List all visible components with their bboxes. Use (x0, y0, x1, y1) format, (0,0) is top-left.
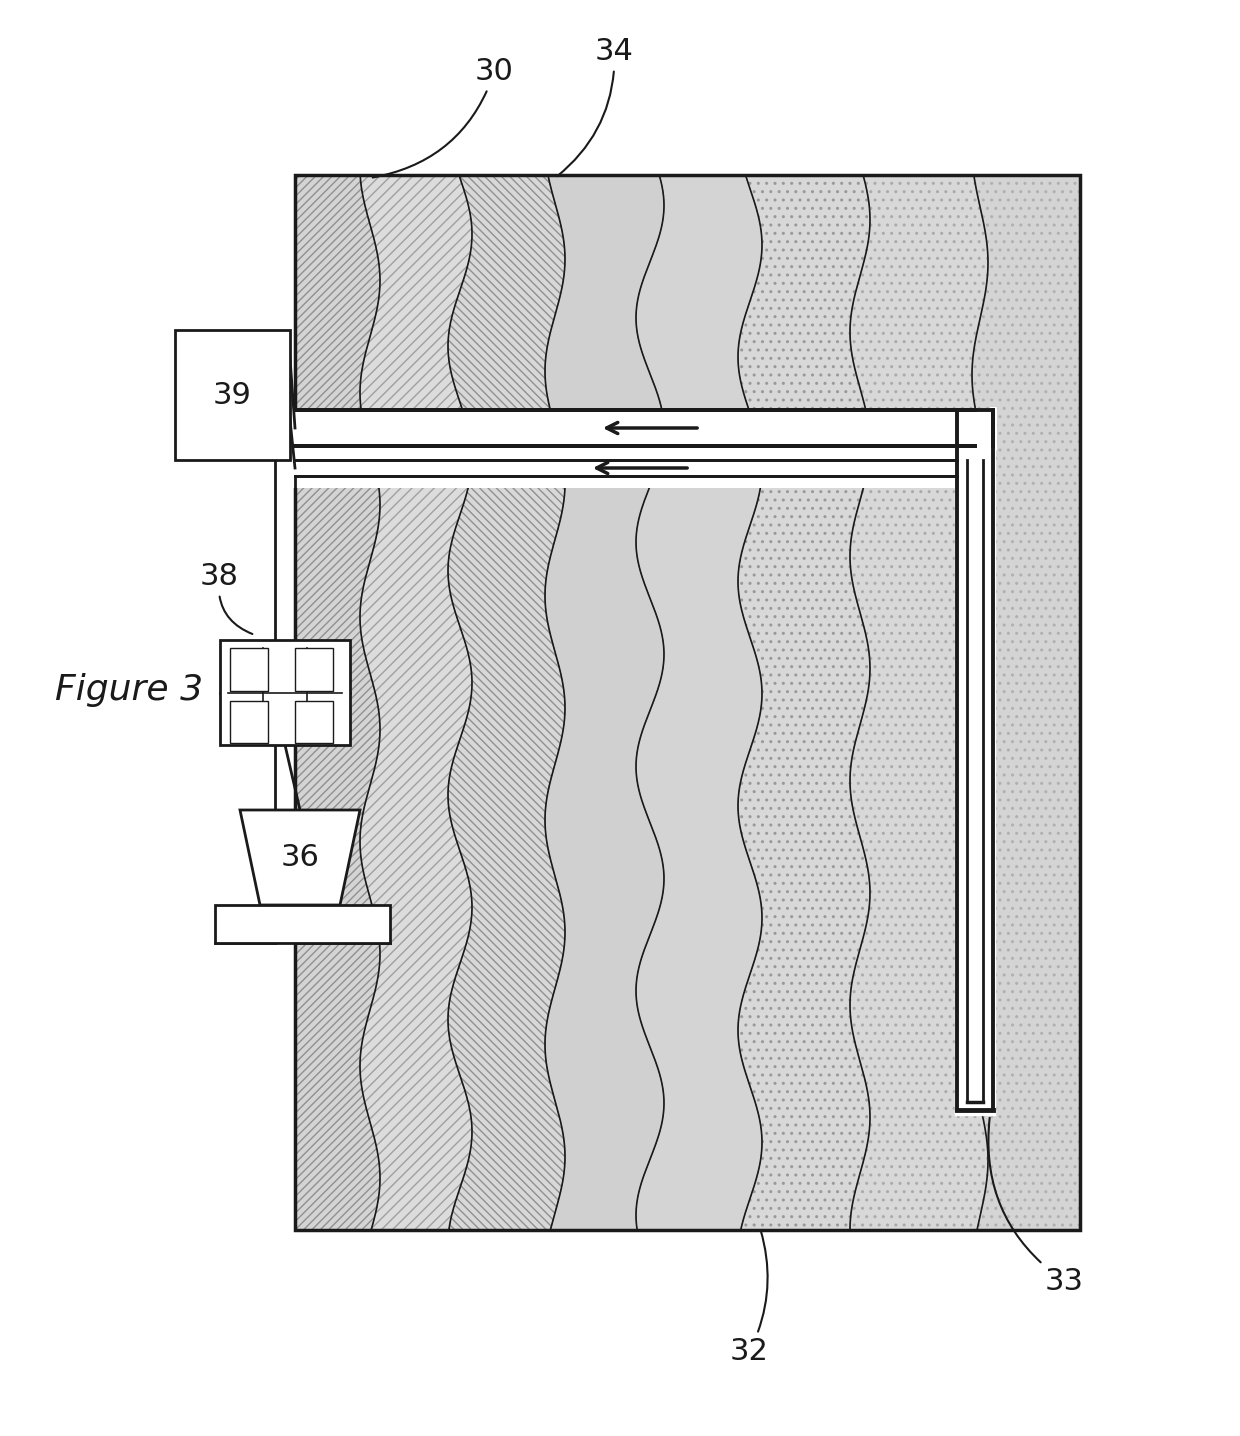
Bar (295, 648, 334, 691)
Polygon shape (849, 175, 988, 1231)
Text: 33: 33 (988, 1117, 1084, 1297)
Bar (295, 701, 334, 742)
Text: 36: 36 (280, 843, 320, 872)
Polygon shape (448, 175, 565, 1231)
Polygon shape (295, 175, 379, 1231)
Text: 32: 32 (730, 1231, 769, 1366)
Text: 34: 34 (557, 37, 634, 177)
Text: 30: 30 (373, 57, 513, 178)
Bar (175, 330, 290, 460)
Text: 38: 38 (200, 561, 253, 635)
Bar (219, 640, 350, 745)
Polygon shape (636, 175, 763, 1231)
Polygon shape (738, 175, 870, 1231)
Text: Figure 3: Figure 3 (55, 673, 203, 707)
Polygon shape (360, 175, 472, 1231)
Polygon shape (241, 810, 360, 905)
Bar (229, 701, 268, 742)
Bar (215, 905, 391, 943)
Polygon shape (290, 408, 994, 488)
Polygon shape (972, 175, 1080, 1231)
Polygon shape (546, 175, 663, 1231)
Bar (229, 648, 268, 691)
Text: 39: 39 (213, 381, 252, 409)
